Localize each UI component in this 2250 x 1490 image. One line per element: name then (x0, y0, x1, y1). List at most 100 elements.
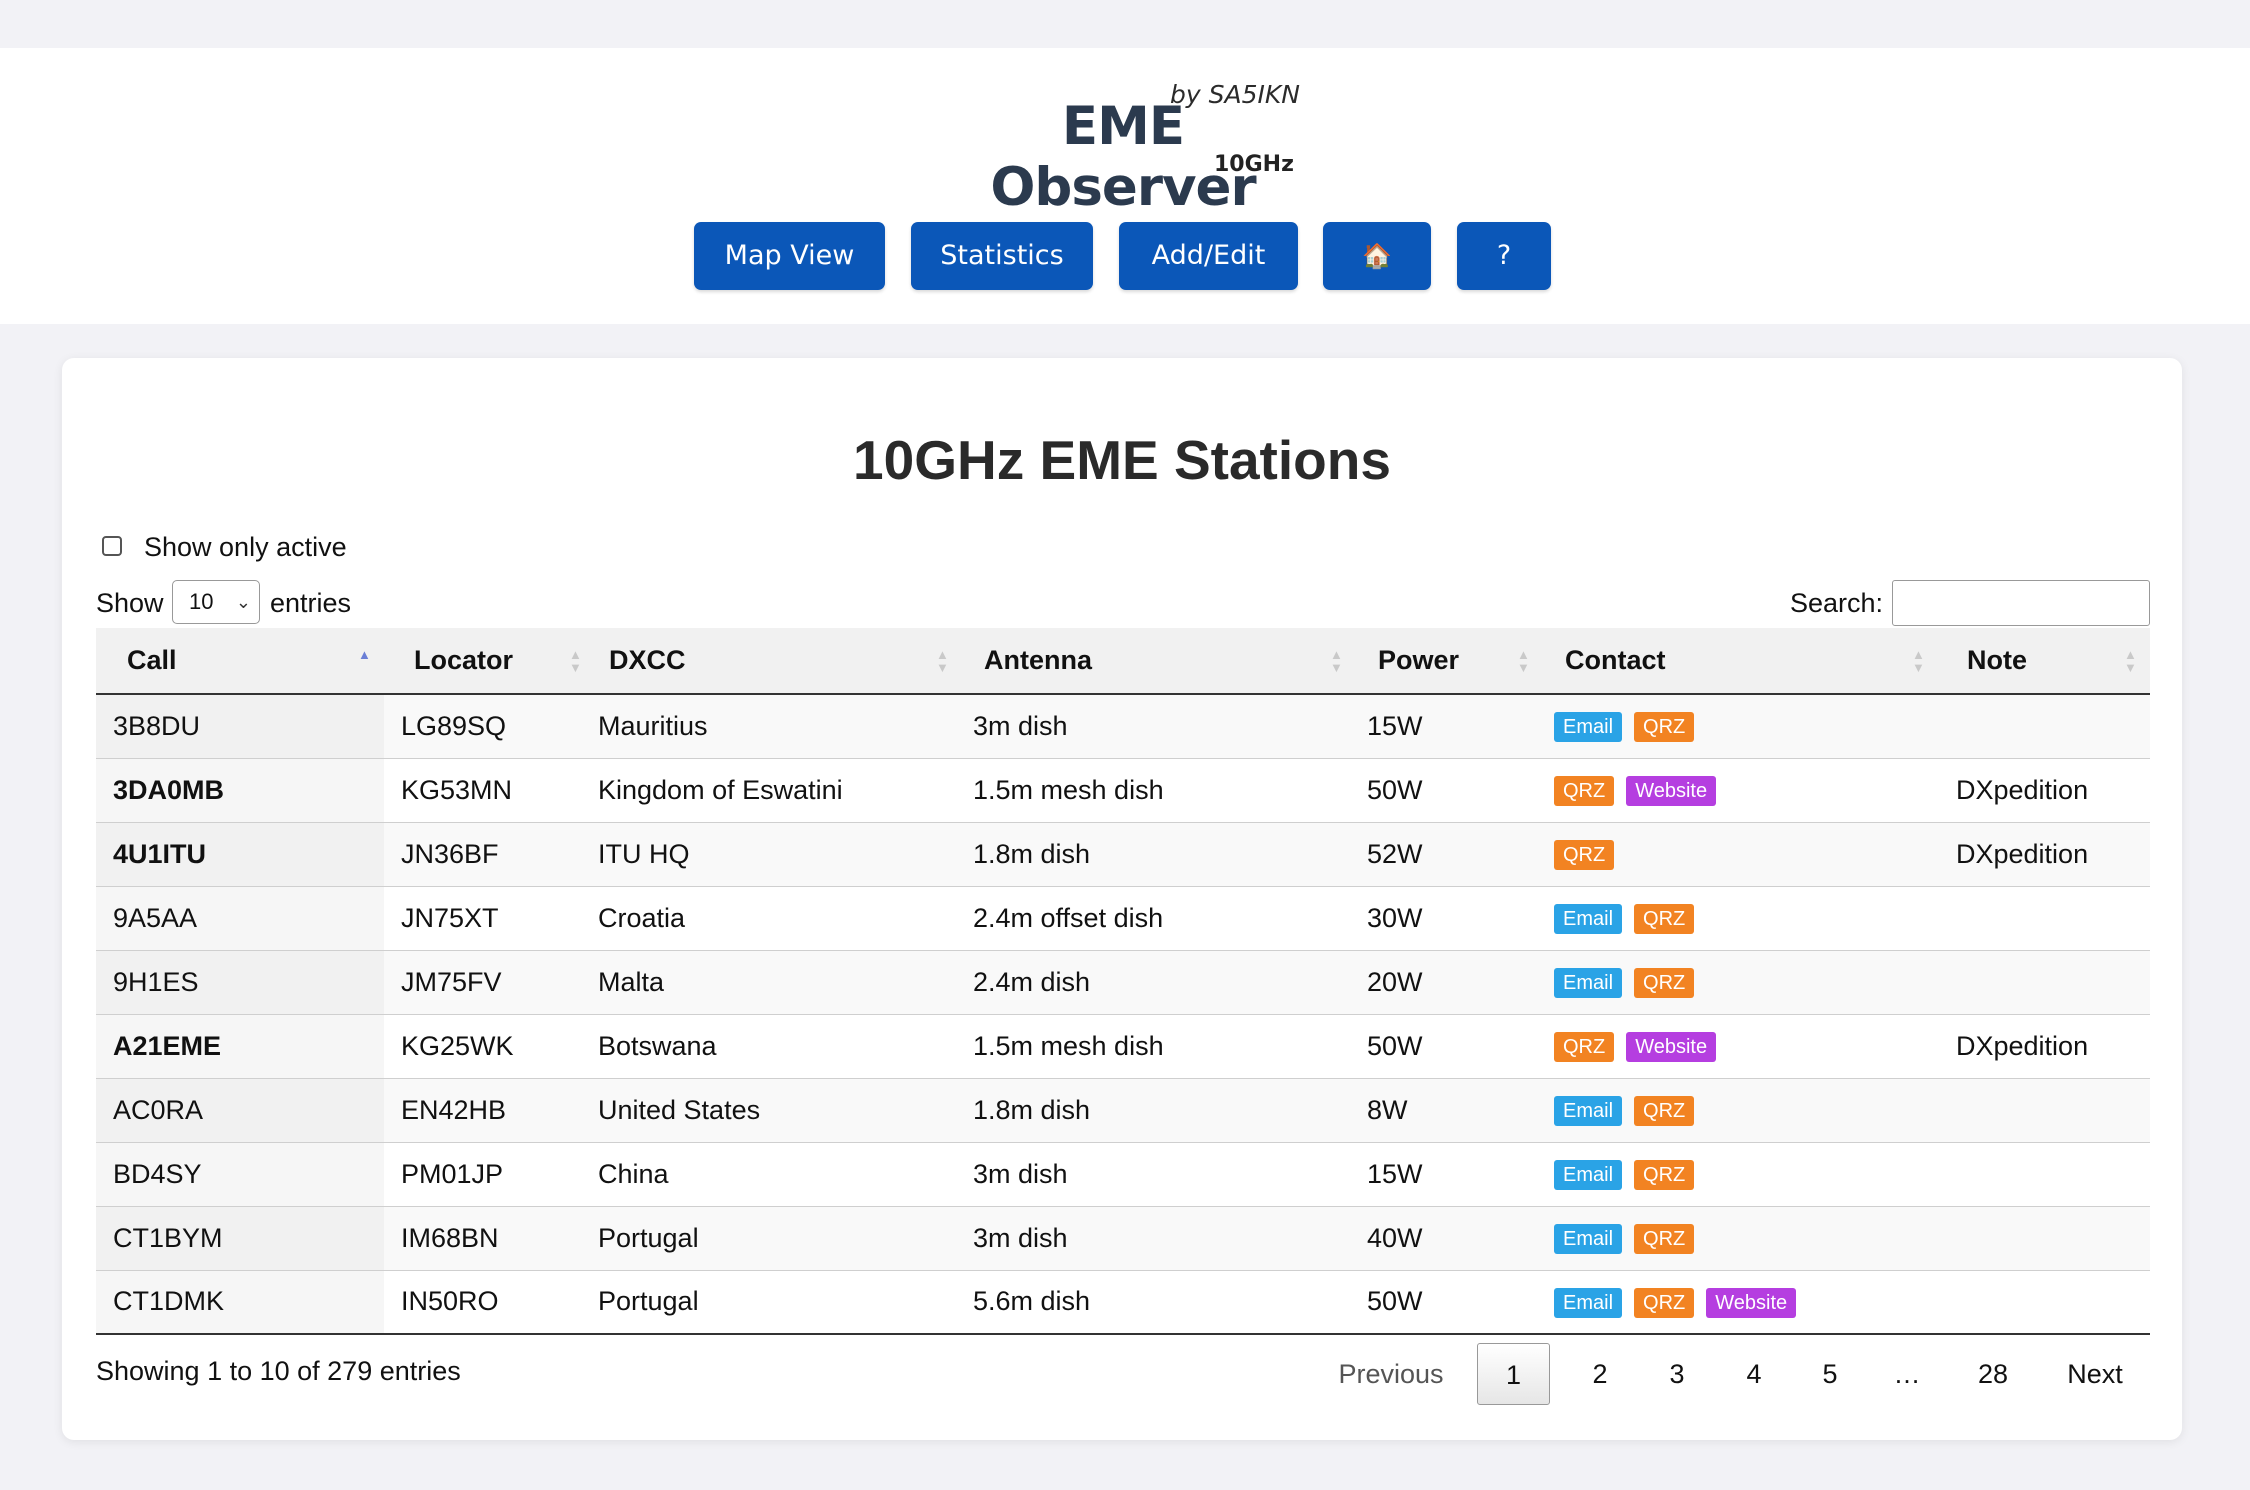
previous-page-button[interactable]: Previous (1338, 1359, 1444, 1389)
entries-select[interactable]: 10 ⌄ (172, 580, 260, 624)
table-row: 3B8DU LG89SQ Mauritius 3m dish 15W Email QRZ (96, 694, 2150, 759)
pagination-ellipsis: … (1893, 1359, 1921, 1389)
cell-antenna: 1.5m mesh dish (962, 758, 1356, 823)
cell-call: BD4SY (96, 1142, 384, 1207)
cell-contact: Email QRZ (1543, 1142, 1938, 1207)
cell-locator: JN75XT (384, 886, 595, 951)
show-active-label[interactable]: Show only active (144, 532, 347, 562)
logo[interactable]: by SA5IKN EME Observer 10GHz (0, 48, 2250, 218)
site-header: by SA5IKN EME Observer 10GHz Map View St… (0, 48, 2250, 324)
cell-dxcc: Portugal (595, 1206, 962, 1271)
email-badge[interactable]: Email (1554, 1223, 1623, 1254)
cell-contact: QRZ (1543, 822, 1938, 887)
cell-antenna: 3m dish (962, 1142, 1356, 1207)
cell-power: 8W (1356, 1078, 1543, 1143)
home-icon: 🏠 (1362, 242, 1392, 270)
cell-antenna: 3m dish (962, 694, 1356, 759)
table-row: CT1BYM IM68BN Portugal 3m dish 40W Email QRZ (96, 1206, 2150, 1271)
cell-power: 50W (1356, 758, 1543, 823)
cell-power: 50W (1356, 1014, 1543, 1079)
cell-contact: QRZ Website (1543, 758, 1938, 823)
cell-locator: KG25WK (384, 1014, 595, 1079)
cell-call: AC0RA (96, 1078, 384, 1143)
email-badge[interactable]: Email (1554, 1095, 1623, 1126)
stations-table: Call ▲▼ Locator ▲▼ DXCC ▲▼ Antenna ▲▼ Po… (96, 628, 2150, 1335)
cell-power: 50W (1356, 1270, 1543, 1335)
help-button[interactable]: ? (1457, 222, 1551, 290)
qrz-badge[interactable]: QRZ (1634, 1159, 1695, 1190)
sort-ascending-icon: ▲▼ (358, 647, 371, 662)
table-info: Showing 1 to 10 of 279 entries (96, 1356, 461, 1386)
next-page-button[interactable]: Next (2067, 1359, 2123, 1389)
page-button-current[interactable]: 1 (1477, 1343, 1550, 1405)
cell-note (1938, 950, 2150, 1015)
column-header-contact[interactable]: Contact ▲ ▼ (1543, 628, 1938, 695)
entries-select-value: 10 (189, 589, 214, 614)
page-button[interactable]: 2 (1592, 1359, 1608, 1389)
sort-icon: ▲ ▼ (1330, 647, 1343, 675)
table-row: 3DA0MB KG53MN Kingdom of Eswatini 1.5m mesh… (96, 758, 2150, 823)
cell-antenna: 3m dish (962, 1206, 1356, 1271)
qrz-badge[interactable]: QRZ (1554, 775, 1615, 806)
cell-power: 15W (1356, 1142, 1543, 1207)
website-badge[interactable]: Website (1626, 1031, 1717, 1062)
sort-icon: ▲ ▼ (1912, 647, 1925, 675)
sort-icon: ▲ ▼ (2124, 647, 2137, 675)
cell-note (1938, 1078, 2150, 1143)
cell-call: 4U1ITU (96, 822, 384, 887)
website-badge[interactable]: Website (1626, 775, 1717, 806)
email-badge[interactable]: Email (1554, 1159, 1623, 1190)
cell-dxcc: United States (595, 1078, 962, 1143)
column-header-locator[interactable]: Locator ▲ ▼ (384, 628, 595, 695)
qrz-badge[interactable]: QRZ (1634, 967, 1695, 998)
cell-power: 20W (1356, 950, 1543, 1015)
cell-locator: IN50RO (384, 1270, 595, 1335)
email-badge[interactable]: Email (1554, 967, 1623, 998)
column-header-note[interactable]: Note ▲ ▼ (1938, 628, 2150, 695)
cell-dxcc: Portugal (595, 1270, 962, 1335)
email-badge[interactable]: Email (1554, 903, 1623, 934)
page-button[interactable]: 28 (1977, 1359, 2009, 1389)
cell-locator: IM68BN (384, 1206, 595, 1271)
table-row: A21EME KG25WK Botswana 1.5m mesh dish 50W QRZ… (96, 1014, 2150, 1079)
cell-contact: Email QRZ (1543, 1078, 1938, 1143)
cell-note (1938, 694, 2150, 759)
qrz-badge[interactable]: QRZ (1634, 903, 1695, 934)
email-badge[interactable]: Email (1554, 1287, 1623, 1318)
statistics-button[interactable]: Statistics (911, 222, 1093, 290)
cell-antenna: 1.8m dish (962, 1078, 1356, 1143)
table-body: 3B8DU LG89SQ Mauritius 3m dish 15W Email QRZ 3D… (96, 694, 2150, 1335)
qrz-badge[interactable]: QRZ (1554, 839, 1615, 870)
qrz-badge[interactable]: QRZ (1554, 1031, 1615, 1062)
column-label: Power (1378, 645, 1460, 675)
add-edit-button[interactable]: Add/Edit (1119, 222, 1298, 290)
column-label: Note (1967, 645, 2027, 675)
column-header-call[interactable]: Call ▲▼ (96, 628, 384, 695)
page-button[interactable]: 5 (1822, 1359, 1838, 1389)
qrz-badge[interactable]: QRZ (1634, 1287, 1695, 1318)
cell-call: 9A5AA (96, 886, 384, 951)
column-header-power[interactable]: Power ▲ ▼ (1356, 628, 1543, 695)
qrz-badge[interactable]: QRZ (1634, 1223, 1695, 1254)
page-button[interactable]: 4 (1746, 1359, 1762, 1389)
show-active-checkbox[interactable] (102, 536, 122, 556)
cell-note (1938, 886, 2150, 951)
map-view-button[interactable]: Map View (694, 222, 885, 290)
page-button[interactable]: 3 (1669, 1359, 1685, 1389)
home-button[interactable]: 🏠 (1323, 222, 1431, 290)
column-header-dxcc[interactable]: DXCC ▲ ▼ (595, 628, 962, 695)
search-input[interactable] (1892, 580, 2150, 626)
cell-note (1938, 1142, 2150, 1207)
qrz-badge[interactable]: QRZ (1634, 1095, 1695, 1126)
table-row: BD4SY PM01JP China 3m dish 15W Email QRZ (96, 1142, 2150, 1207)
email-badge[interactable]: Email (1554, 712, 1623, 743)
website-badge[interactable]: Website (1706, 1287, 1797, 1318)
column-label: Contact (1565, 645, 1666, 675)
cell-contact: Email QRZ (1543, 1206, 1938, 1271)
qrz-badge[interactable]: QRZ (1634, 712, 1695, 743)
cell-antenna: 1.8m dish (962, 822, 1356, 887)
cell-dxcc: Malta (595, 950, 962, 1015)
table-row: 4U1ITU JN36BF ITU HQ 1.8m dish 52W QRZ DXpedit… (96, 822, 2150, 887)
column-header-antenna[interactable]: Antenna ▲ ▼ (962, 628, 1356, 695)
pagination: Previous 1 2 3 4 5 … 28 Next (62, 1343, 2182, 1407)
